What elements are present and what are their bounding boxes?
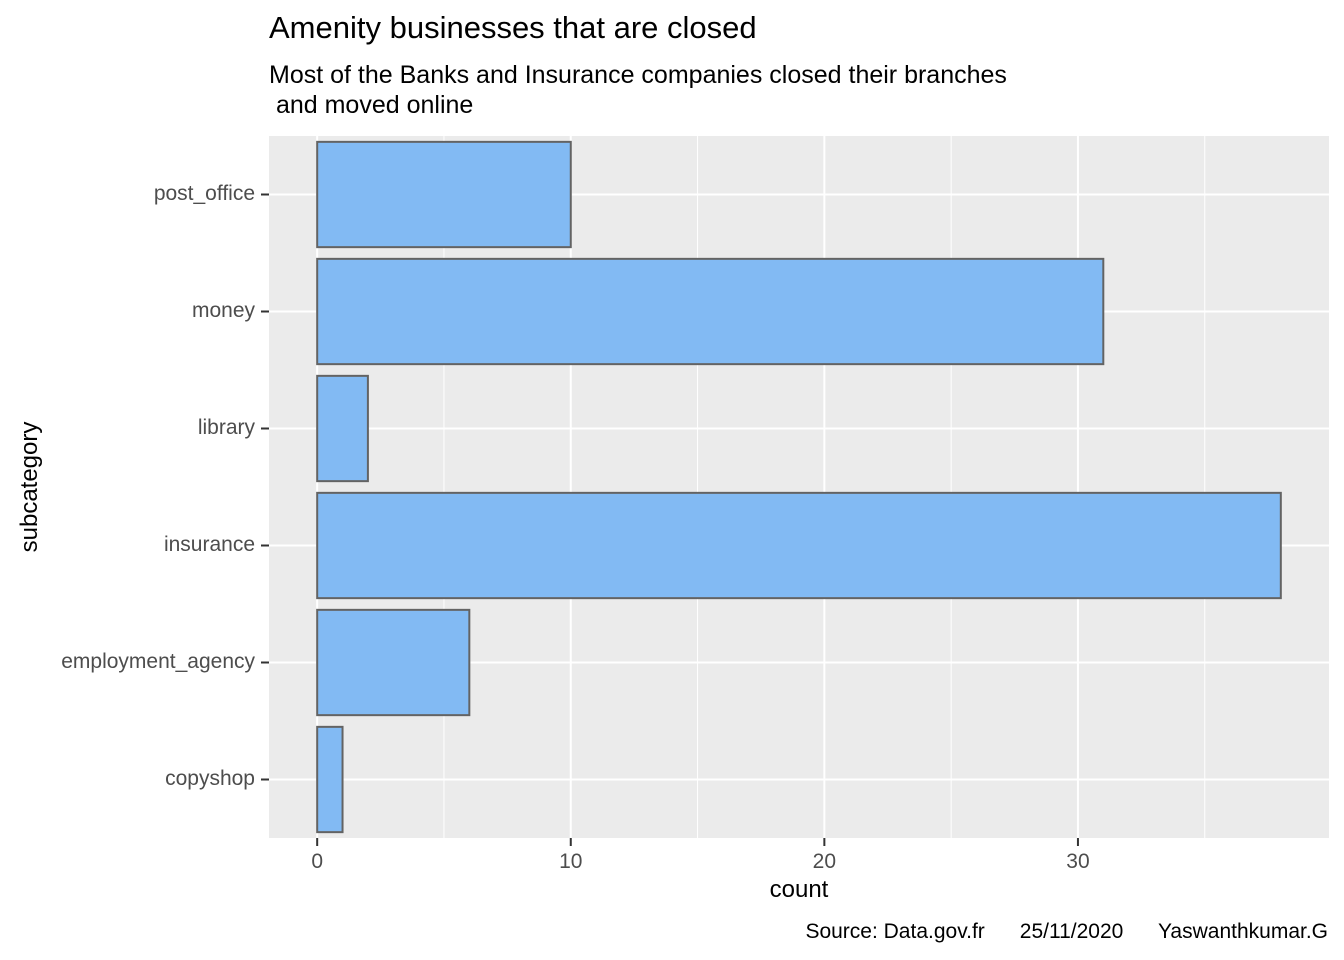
x-tick-label: 0: [311, 850, 323, 873]
bar-post_office: [316, 140, 572, 249]
bar-money: [316, 257, 1105, 366]
bars: [316, 140, 1282, 834]
y-tick-label: insurance: [164, 533, 255, 556]
x-tick-label: 30: [1066, 850, 1089, 873]
y-tick-label: copyshop: [165, 767, 255, 790]
chart-caption: Source: Data.gov.fr 25/11/2020 Yaswanthk…: [805, 920, 1328, 943]
chart-title: Amenity businesses that are closed: [269, 10, 757, 45]
x-tick-label: 20: [813, 850, 836, 873]
plot-panel: [269, 136, 1329, 838]
y-axis-label: subcategory: [16, 421, 43, 553]
y-tick-label: library: [198, 416, 256, 439]
bar-insurance: [316, 491, 1282, 600]
x-tick-label: 10: [559, 850, 582, 873]
y-tick-label: employment_agency: [61, 650, 255, 673]
bar-employment_agency: [316, 608, 471, 717]
bar-library: [316, 374, 369, 483]
chart-subtitle: Most of the Banks and Insurance companie…: [269, 61, 1007, 119]
y-tick-label: post_office: [154, 182, 255, 205]
y-tick-label: money: [192, 299, 256, 322]
bar-copyshop: [316, 725, 344, 834]
x-axis-label: count: [769, 876, 829, 903]
